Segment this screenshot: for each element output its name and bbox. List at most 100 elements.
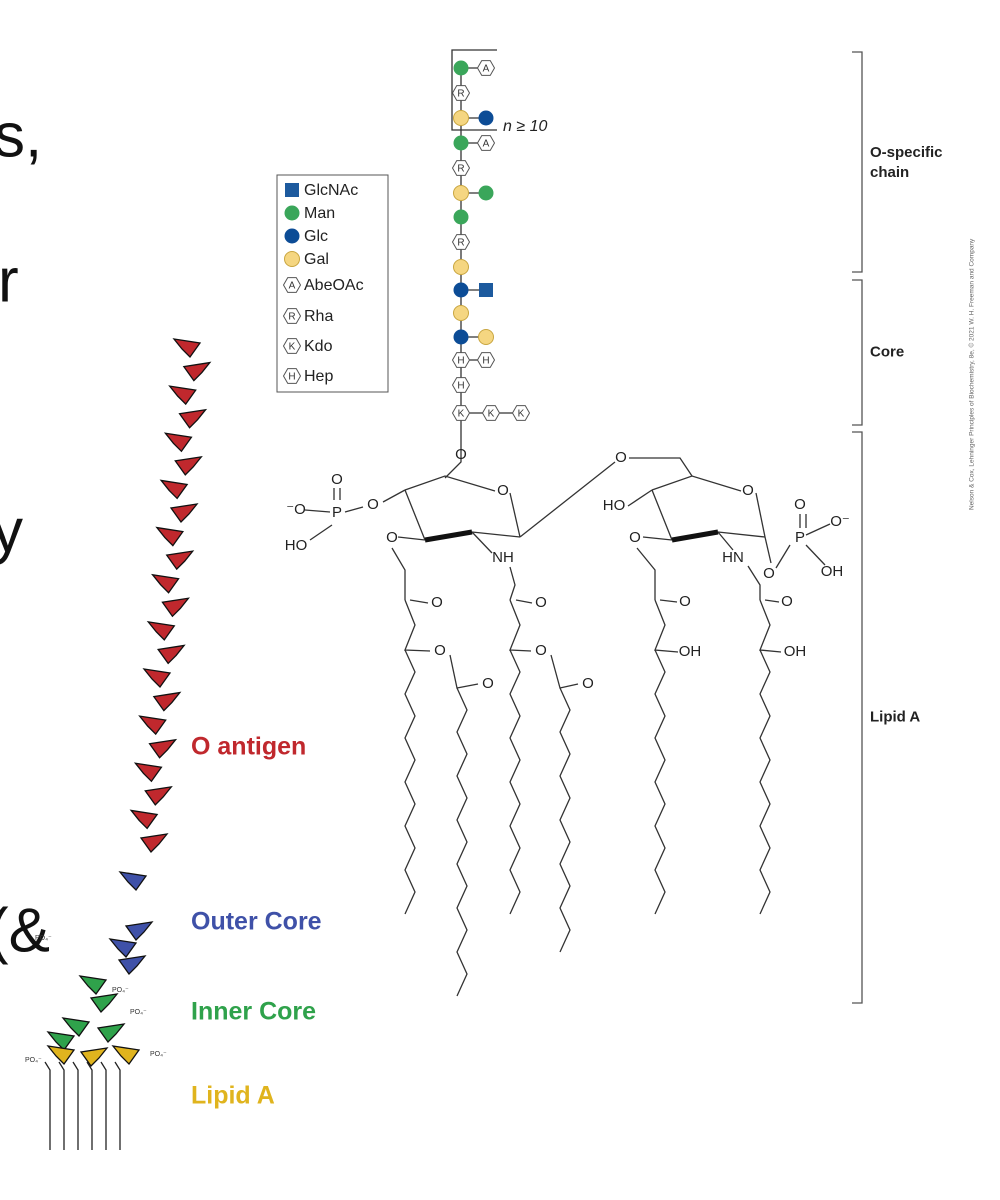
sugar-wedge [46,1045,76,1066]
lipid-tail [100,1061,107,1150]
sugar-symbol [284,228,300,244]
slide-text: r [0,246,19,315]
sugar-wedge [178,408,208,429]
hex-letter: R [457,89,464,100]
sugar-wedge [163,432,193,453]
bond [409,599,429,604]
atom-label: P [332,504,342,521]
sugar-wedge [89,993,119,1014]
bond [717,531,734,551]
atom-label: O [615,449,627,466]
sugar-symbol [478,329,494,345]
bond [471,531,521,538]
sugar-wedge [139,833,169,854]
lipid-tail [44,1061,51,1150]
sugar-wedge [159,479,189,500]
atom-label: O [386,529,398,546]
atom-label: HO [285,537,308,554]
legend-label: GlcNAc [304,182,358,199]
atom-label: OH [784,643,807,660]
lipid-tail [58,1061,65,1150]
ring-front [671,529,719,543]
atom-label: ⁻O [286,501,306,518]
sugar-wedge [168,385,197,406]
atom-label: O [497,482,509,499]
bond [471,531,493,554]
bond [397,536,426,541]
bond [404,649,416,915]
hex-symbol [451,234,471,250]
sugar-wedge [144,785,173,806]
legend-label: Glc [304,228,328,245]
sugar-symbol [453,60,469,76]
glcnac-symbol [285,183,299,197]
sugar-wedge [133,762,163,783]
sugar-wedge [79,1047,109,1068]
atom-label: O [629,529,641,546]
phosphate-label: PO₄⁻ [130,1009,147,1016]
atom-label: O [781,593,793,610]
atom-label: O [742,482,754,499]
bond [654,649,666,915]
lipid-tail [86,1061,93,1150]
sugar-symbol [453,282,469,298]
bond [309,524,333,541]
hex-letter: A [483,139,490,150]
sugar-wedge [61,1017,91,1038]
sugar-symbol [453,209,469,225]
sugar-symbol [453,305,469,321]
hex-symbol [481,405,501,421]
atom-label: O [794,496,806,513]
atom-label: O⁻ [830,513,850,530]
sugar-wedge [108,938,138,959]
hex-symbol [451,377,471,393]
hex-symbol [451,85,471,101]
atom-label: O [679,593,691,610]
bond [344,506,364,513]
sugar-wedge [111,1045,141,1066]
sugar-wedge [124,921,154,942]
sugar-wedge [161,597,190,618]
phosphate-label: PO₄⁻ [35,935,52,942]
phosphate-label: PO₄⁻ [112,987,129,994]
bond [764,536,772,564]
ring-front [424,529,473,543]
bond [755,492,766,538]
bond [519,461,616,538]
atom-label: OH [679,643,702,660]
legend-label: Gal [304,251,329,268]
legend-label: AbeOAc [304,277,364,294]
hex-letter: K [458,409,465,420]
legend-label: Man [304,205,335,222]
legend-label: Rha [304,308,333,325]
bond [550,654,579,689]
bond [449,654,479,689]
hex-letter: K [518,409,525,420]
sugar-symbol [453,135,469,151]
cartoon-label: Lipid A [191,1082,275,1110]
atom-label: O [331,471,343,488]
bond [659,599,678,603]
lipid-tail [72,1061,79,1150]
bond [629,457,693,477]
atom-label: O [455,446,467,463]
atom-label: O [535,594,547,611]
atom-label: HN [722,549,744,566]
bracket [852,431,863,1004]
sugar-wedge [155,526,185,547]
sugar-wedge [142,668,172,689]
bond [717,531,766,538]
bracket [852,51,863,273]
bond [627,489,653,507]
hex-symbol [451,352,471,368]
sugar-symbol [453,110,469,126]
hex-symbol [451,405,471,421]
sugar-symbol [453,329,469,345]
hex-letter: R [288,312,295,323]
sugar-symbol [284,205,300,221]
bond [654,599,679,653]
sugar-wedge [156,644,186,665]
bond [747,565,761,600]
cartoon-label: O antigen [191,733,306,761]
slide-text: (& [0,896,50,965]
